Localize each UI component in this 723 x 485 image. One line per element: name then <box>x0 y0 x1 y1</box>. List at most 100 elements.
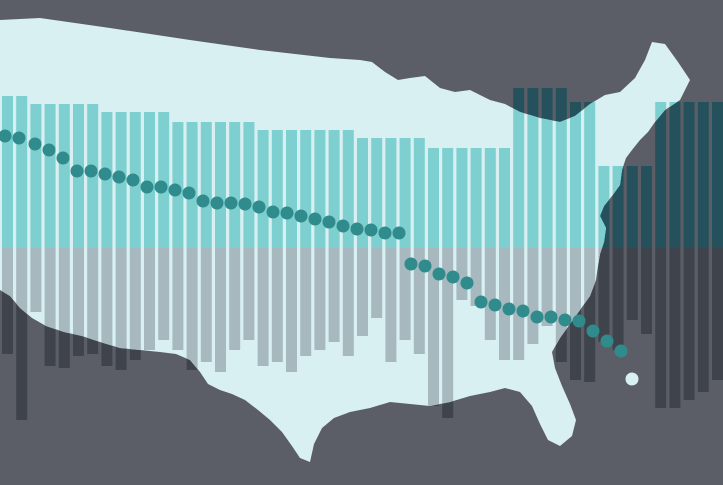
bar-off-map-lower <box>612 248 624 350</box>
bar-on-map-lower <box>399 248 411 340</box>
bars-on-map <box>2 88 690 420</box>
bar-on-map-upper <box>58 104 70 248</box>
trend-dot <box>600 334 614 348</box>
bar-on-map-upper <box>428 148 439 248</box>
bar-off-map-upper <box>697 102 709 248</box>
trend-dot <box>474 295 488 309</box>
bar-on-map-lower <box>58 248 70 368</box>
bar-on-map-lower <box>570 248 581 380</box>
trend-dot <box>112 170 126 184</box>
bar-off-map-lower <box>655 248 667 408</box>
bar-on-map-lower <box>87 248 99 354</box>
trend-dot <box>488 298 502 312</box>
trend-dot <box>98 167 112 181</box>
bar-on-map-lower <box>115 248 127 370</box>
bar-on-map-lower <box>328 248 340 342</box>
trend-dot <box>294 209 308 223</box>
bar-on-map-upper <box>200 122 212 248</box>
bar-off-map-upper <box>626 166 638 248</box>
bar-on-map-lower <box>300 248 312 356</box>
trend-dot <box>308 212 322 226</box>
trend-dot <box>266 205 280 219</box>
bar-on-map-upper <box>413 138 425 248</box>
bar-on-map-upper <box>584 102 596 248</box>
bar-on-map-lower <box>499 248 510 360</box>
bar-on-map-lower <box>541 248 553 326</box>
bar-on-map-lower <box>186 248 198 370</box>
bar-on-map-upper <box>158 112 170 248</box>
bar-on-map-lower <box>73 248 84 356</box>
bar-on-map-upper <box>371 138 383 248</box>
trend-dot <box>392 226 406 240</box>
bar-on-map-upper <box>44 104 56 248</box>
bar-on-map-lower <box>442 248 454 418</box>
trend-dot <box>502 302 516 316</box>
bar-on-map-upper <box>186 122 198 248</box>
bar-off-map-lower <box>598 248 610 342</box>
trend-dot <box>42 143 56 157</box>
bar-on-map-lower <box>470 248 482 306</box>
trend-dot <box>84 164 98 178</box>
trend-dot <box>322 215 336 229</box>
bar-off-map-upper <box>612 166 624 248</box>
bar-on-map-lower <box>555 248 567 362</box>
bar-on-map-upper <box>342 130 354 248</box>
bar-on-map-lower <box>129 248 141 360</box>
bar-on-map-upper <box>499 148 510 248</box>
bar-on-map-upper <box>484 148 496 248</box>
trend-dot <box>0 129 12 143</box>
trend-dot <box>168 183 182 197</box>
trend-dot <box>350 222 364 236</box>
bar-on-map-lower <box>314 248 326 350</box>
bar-off-map-upper <box>683 102 695 248</box>
trend-dot <box>364 223 378 237</box>
trend-dot <box>196 194 210 208</box>
bar-on-map-lower <box>484 248 496 340</box>
trend-dot <box>140 180 154 194</box>
trend-dot <box>432 267 446 281</box>
bar-on-map-upper <box>541 88 553 248</box>
bar-off-map-upper <box>598 166 610 248</box>
bar-on-map-lower <box>44 248 56 366</box>
bar-on-map-lower <box>215 248 226 372</box>
trend-dot <box>530 310 544 324</box>
trend-dot <box>154 180 168 194</box>
trend-dot <box>418 259 432 273</box>
bar-on-map-lower <box>371 248 383 318</box>
trend-dot <box>625 372 639 386</box>
bar-on-map-upper <box>229 122 241 248</box>
trend-dot <box>238 197 252 211</box>
bar-off-map-lower <box>669 248 681 408</box>
bar-off-map-upper <box>655 102 667 248</box>
trend-dot <box>544 310 558 324</box>
bar-on-map-lower <box>513 248 525 360</box>
bar-off-map-upper <box>669 102 681 248</box>
trend-dot <box>446 270 460 284</box>
bar-off-map-lower <box>683 248 695 400</box>
trend-dot <box>516 304 530 318</box>
bar-off-map-lower <box>697 248 709 392</box>
bar-on-map-upper <box>30 104 42 248</box>
bar-on-map-lower <box>200 248 212 362</box>
bar-on-map-upper <box>513 88 525 248</box>
bar-on-map-lower <box>527 248 539 344</box>
trend-dot <box>404 257 418 271</box>
bar-on-map-upper <box>144 112 155 248</box>
trend-dot <box>252 200 266 214</box>
trend-dot <box>28 137 42 151</box>
trend-dot <box>12 131 26 145</box>
bar-off-map-lower <box>584 248 596 382</box>
bar-on-map-upper <box>570 102 581 248</box>
bar-on-map-upper <box>385 138 397 248</box>
trend-dot <box>210 196 224 210</box>
bar-on-map-upper <box>257 130 269 248</box>
trend-dot <box>572 314 586 328</box>
bar-on-map-lower <box>271 248 283 362</box>
bar-on-map-upper <box>16 96 28 248</box>
bar-on-map-upper <box>470 148 482 248</box>
bar-off-map-lower <box>641 248 652 334</box>
bar-off-map-lower <box>626 248 638 320</box>
bar-on-map-upper <box>527 88 539 248</box>
bar-on-map-lower <box>385 248 397 362</box>
